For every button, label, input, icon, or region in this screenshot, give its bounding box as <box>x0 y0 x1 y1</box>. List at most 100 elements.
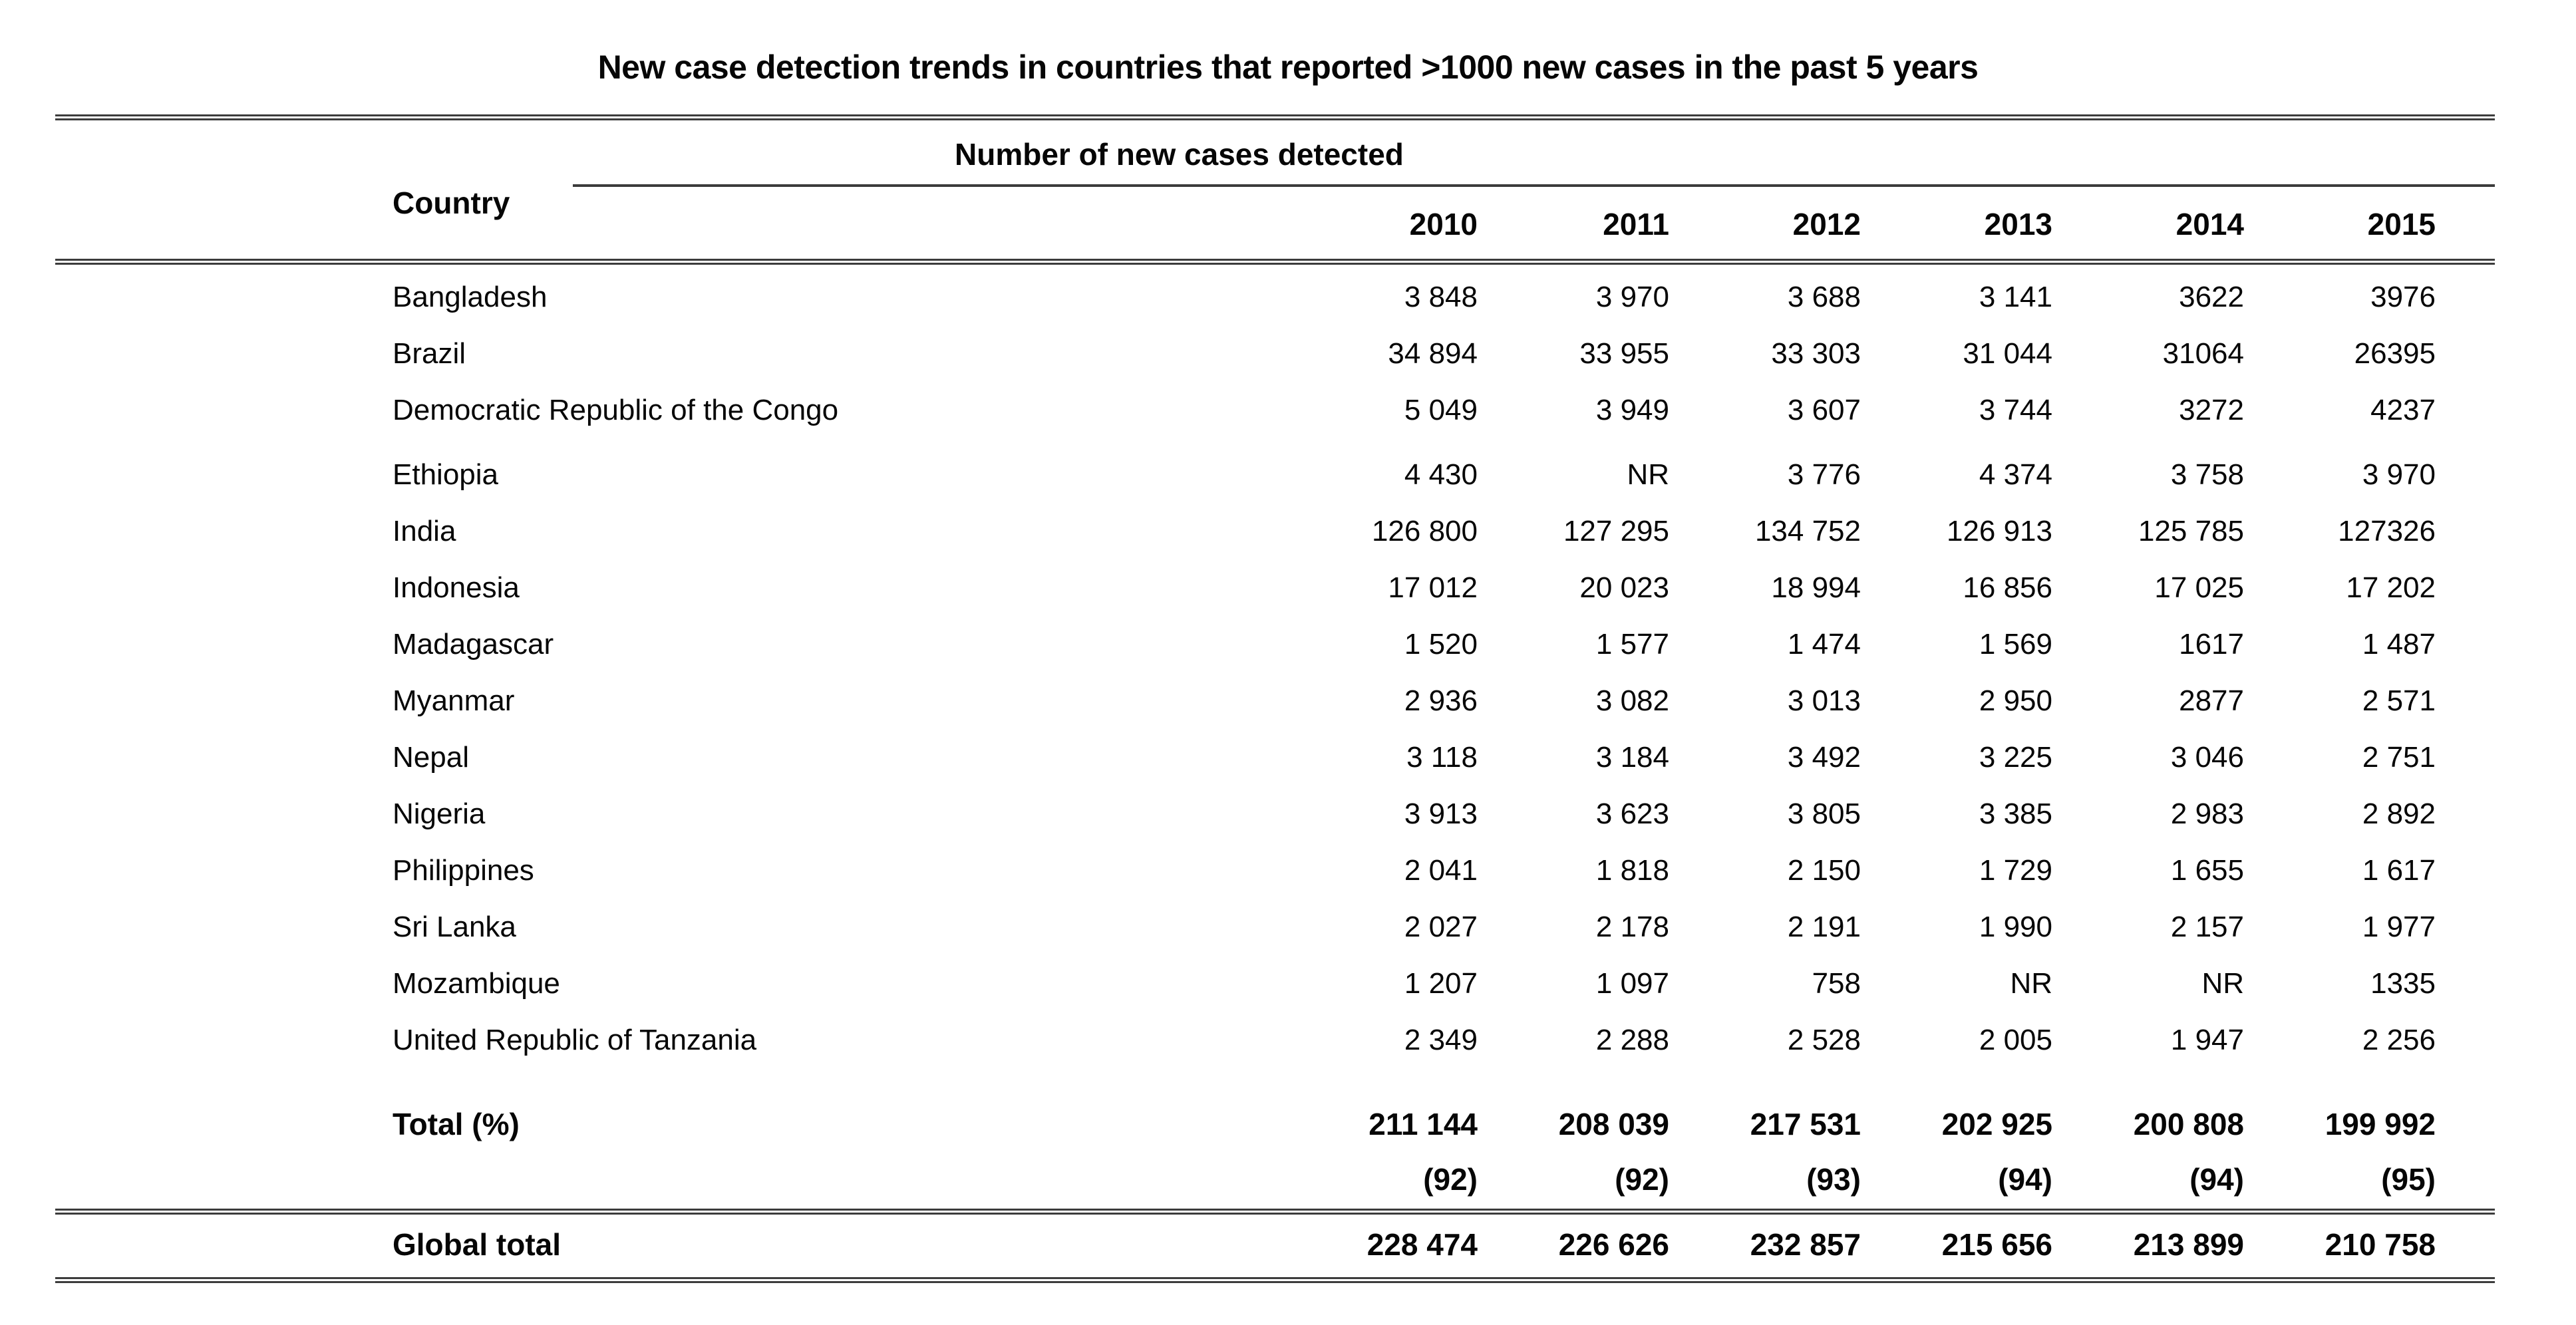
country-name: Democratic Republic of the Congo <box>393 394 839 426</box>
value-2012: 2 150 <box>1787 854 1861 887</box>
value-2012: 2 528 <box>1787 1024 1861 1056</box>
value-2013: 16 856 <box>1963 571 2052 604</box>
value-2014: 3622 <box>2179 281 2244 313</box>
percent-2014: (94) <box>2189 1162 2244 1197</box>
value-2011: 3 184 <box>1595 741 1669 774</box>
global-2010: 228 474 <box>1367 1227 1478 1262</box>
table-row: Nigeria 3 913 3 623 3 805 3 385 2 983 2 … <box>55 786 2495 842</box>
value-2013: 2 950 <box>1979 684 2052 717</box>
table-row: Democratic Republic of the Congo 5 049 3… <box>55 382 2495 438</box>
table-row: Ethiopia 4 430 NR 3 776 4 374 3 758 3 97… <box>55 446 2495 503</box>
value-2011: 33 955 <box>1579 337 1669 370</box>
header-rule <box>55 259 2495 265</box>
value-2015: 2 256 <box>2362 1024 2436 1056</box>
table-body: Bangladesh 3 848 3 970 3 688 3 141 3622 … <box>55 269 2495 1283</box>
value-2011: 2 288 <box>1595 1024 1669 1056</box>
value-2011: 3 623 <box>1595 798 1669 830</box>
table-row: Philippines 2 041 1 818 2 150 1 729 1 65… <box>55 842 2495 899</box>
value-2010: 4 430 <box>1404 458 1478 491</box>
value-2010: 2 349 <box>1404 1024 1478 1056</box>
value-2015: 2 571 <box>2362 684 2436 717</box>
table-row: Madagascar 1 520 1 577 1 474 1 569 1617 … <box>55 616 2495 672</box>
spanner-header: Number of new cases detected <box>955 137 1404 172</box>
year-header: 2012 <box>1792 207 1861 241</box>
value-2015: 3976 <box>2370 281 2436 313</box>
table-row: Myanmar 2 936 3 082 3 013 2 950 2877 2 5… <box>55 672 2495 729</box>
country-name: Mozambique <box>393 967 560 1000</box>
country-name: Sri Lanka <box>393 911 516 943</box>
value-2015: 1 977 <box>2362 911 2436 943</box>
year-header: 2010 <box>1409 207 1478 241</box>
value-2013: 3 141 <box>1979 281 2052 313</box>
global-2015: 210 758 <box>2325 1227 2436 1262</box>
value-2014: 2 983 <box>2170 798 2244 830</box>
percent-2012: (93) <box>1806 1162 1861 1197</box>
country-column-header: Country <box>393 186 510 220</box>
total-2010: 211 144 <box>1368 1107 1478 1141</box>
value-2011: NR <box>1627 458 1669 491</box>
value-2011: 3 082 <box>1595 684 1669 717</box>
value-2014: 2877 <box>2179 684 2244 717</box>
value-2012: 3 013 <box>1787 684 1861 717</box>
country-name: Indonesia <box>393 571 520 604</box>
value-2013: NR <box>2010 967 2052 1000</box>
total-2011: 208 039 <box>1558 1107 1669 1141</box>
value-2014: NR <box>2201 967 2244 1000</box>
value-2013: 1 729 <box>1979 854 2052 887</box>
country-name: Brazil <box>393 337 466 370</box>
table-row: Bangladesh 3 848 3 970 3 688 3 141 3622 … <box>55 269 2495 325</box>
value-2010: 1 207 <box>1404 967 1478 1000</box>
value-2015: 26395 <box>2354 337 2436 370</box>
value-2014: 1617 <box>2179 628 2244 661</box>
value-2011: 2 178 <box>1595 911 1669 943</box>
percent-row: (92) (92) (93) (94) (94) (95) <box>55 1153 2495 1206</box>
value-2014: 125 785 <box>2138 515 2244 547</box>
value-2014: 17 025 <box>2154 571 2244 604</box>
pre-global-rule <box>55 1209 2495 1215</box>
table-row: Mozambique 1 207 1 097 758 NR NR 1335 <box>55 955 2495 1012</box>
value-2010: 1 520 <box>1404 628 1478 661</box>
value-2011: 3 970 <box>1595 281 1669 313</box>
global-total-label: Global total <box>393 1227 561 1262</box>
value-2015: 1 487 <box>2362 628 2436 661</box>
value-2015: 127326 <box>2338 515 2436 547</box>
value-2010: 2 041 <box>1404 854 1478 887</box>
value-2015: 2 892 <box>2362 798 2436 830</box>
bottom-rule <box>55 1277 2495 1283</box>
value-2011: 1 577 <box>1595 628 1669 661</box>
value-2012: 134 752 <box>1754 515 1861 547</box>
value-2014: 1 655 <box>2170 854 2244 887</box>
value-2013: 4 374 <box>1979 458 2052 491</box>
table-row: Nepal 3 118 3 184 3 492 3 225 3 046 2 75… <box>55 729 2495 786</box>
value-2013: 3 225 <box>1979 741 2052 774</box>
value-2010: 3 848 <box>1404 281 1478 313</box>
value-2013: 3 385 <box>1979 798 2052 830</box>
value-2010: 2 027 <box>1404 911 1478 943</box>
country-name: Ethiopia <box>393 458 499 491</box>
value-2011: 3 949 <box>1595 394 1669 426</box>
value-2010: 17 012 <box>1388 571 1478 604</box>
value-2015: 2 751 <box>2362 741 2436 774</box>
percent-2010: (92) <box>1423 1162 1478 1197</box>
country-name: Bangladesh <box>393 281 548 313</box>
value-2015: 4237 <box>2370 394 2436 426</box>
value-2015: 3 970 <box>2362 458 2436 491</box>
year-header-row: 2010 2011 2012 2013 2014 2015 <box>55 201 2495 247</box>
spanner-underline <box>573 184 2495 187</box>
value-2013: 31 044 <box>1963 337 2052 370</box>
value-2014: 3272 <box>2179 394 2244 426</box>
value-2012: 3 776 <box>1787 458 1861 491</box>
country-name: Myanmar <box>393 684 515 717</box>
value-2014: 3 758 <box>2170 458 2244 491</box>
percent-2011: (92) <box>1615 1162 1669 1197</box>
value-2013: 1 990 <box>1979 911 2052 943</box>
percent-row-spacer <box>55 1153 1286 1206</box>
value-2015: 1 617 <box>2362 854 2436 887</box>
country-name: Madagascar <box>393 628 554 661</box>
value-2012: 3 607 <box>1787 394 1861 426</box>
table-row: India 126 800 127 295 134 752 126 913 12… <box>55 503 2495 559</box>
value-2013: 1 569 <box>1979 628 2052 661</box>
value-2011: 1 818 <box>1595 854 1669 887</box>
value-2012: 3 688 <box>1787 281 1861 313</box>
value-2010: 5 049 <box>1404 394 1478 426</box>
